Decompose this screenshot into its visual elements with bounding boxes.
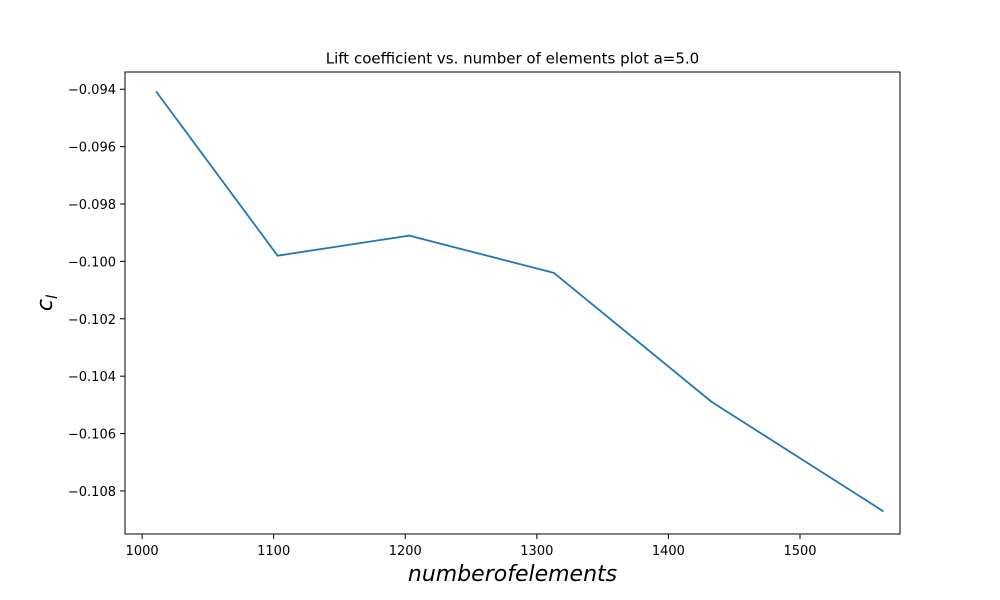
- data-point: [553, 271, 555, 274]
- plot-frame: [124, 71, 901, 535]
- x-tick-label: 1200: [389, 544, 422, 559]
- x-axis-label: numberofelements: [408, 562, 617, 587]
- y-axis-ticks: −0.094 −0.096 −0.098 −0.100 −0.102 −0.104 −0.1…: [68, 83, 125, 500]
- x-tick-label: 1500: [783, 544, 816, 559]
- y-tick-label: −0.098: [68, 198, 116, 213]
- y-axis-label-main: c: [33, 299, 58, 311]
- y-tick-label: −0.104: [68, 370, 116, 385]
- x-tick-label: 1400: [652, 544, 685, 559]
- y-tick-label: −0.108: [68, 485, 116, 500]
- y-axis-label: cl: [33, 294, 61, 311]
- y-tick-label: −0.102: [68, 313, 116, 328]
- y-axis-label-subscript: l: [43, 294, 61, 299]
- y-tick-label: −0.096: [68, 141, 116, 156]
- data-point: [408, 234, 411, 237]
- chart-title: Lift coefficient vs. number of elements …: [326, 50, 699, 68]
- data-point: [710, 401, 713, 403]
- x-tick-label: 1100: [257, 544, 290, 559]
- y-tick-label: −0.100: [68, 255, 116, 270]
- series-line: [155, 91, 884, 512]
- series-layer: [155, 91, 884, 512]
- data-point: [276, 254, 279, 257]
- data-point: [155, 91, 158, 93]
- x-tick-label: 1300: [520, 544, 553, 559]
- data-point: [881, 510, 884, 512]
- y-tick-label: −0.106: [68, 428, 116, 443]
- y-tick-label: −0.094: [68, 83, 116, 98]
- x-tick-label: 1000: [126, 544, 159, 559]
- x-axis-ticks: 1000 1100 1200 1300 1400 1500: [126, 534, 817, 559]
